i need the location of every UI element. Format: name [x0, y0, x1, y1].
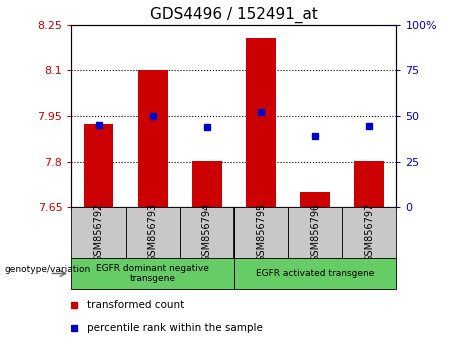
Text: GSM856796: GSM856796	[310, 203, 320, 262]
Bar	[300, 192, 330, 207]
Bar	[71, 258, 234, 289]
Text: GSM856797: GSM856797	[364, 203, 374, 262]
Text: EGFR activated transgene: EGFR activated transgene	[256, 269, 374, 278]
Bar	[234, 207, 288, 258]
Bar	[234, 258, 396, 289]
Bar	[71, 207, 125, 258]
Bar	[355, 161, 384, 207]
Text: genotype/variation: genotype/variation	[5, 265, 91, 274]
Bar	[288, 207, 342, 258]
Text: GSM856792: GSM856792	[94, 203, 104, 262]
Text: GSM856795: GSM856795	[256, 203, 266, 262]
Text: GSM856794: GSM856794	[202, 203, 212, 262]
Bar	[342, 207, 396, 258]
Text: GSM856793: GSM856793	[148, 203, 158, 262]
Title: GDS4496 / 152491_at: GDS4496 / 152491_at	[150, 7, 318, 23]
Text: EGFR dominant negative
transgene: EGFR dominant negative transgene	[96, 264, 209, 283]
Bar	[192, 161, 222, 207]
Text: transformed count: transformed count	[87, 300, 184, 310]
Text: percentile rank within the sample: percentile rank within the sample	[87, 323, 262, 333]
Bar	[180, 207, 234, 258]
Bar	[138, 70, 168, 207]
Bar	[125, 207, 180, 258]
Bar	[83, 124, 113, 207]
Bar	[246, 39, 276, 207]
